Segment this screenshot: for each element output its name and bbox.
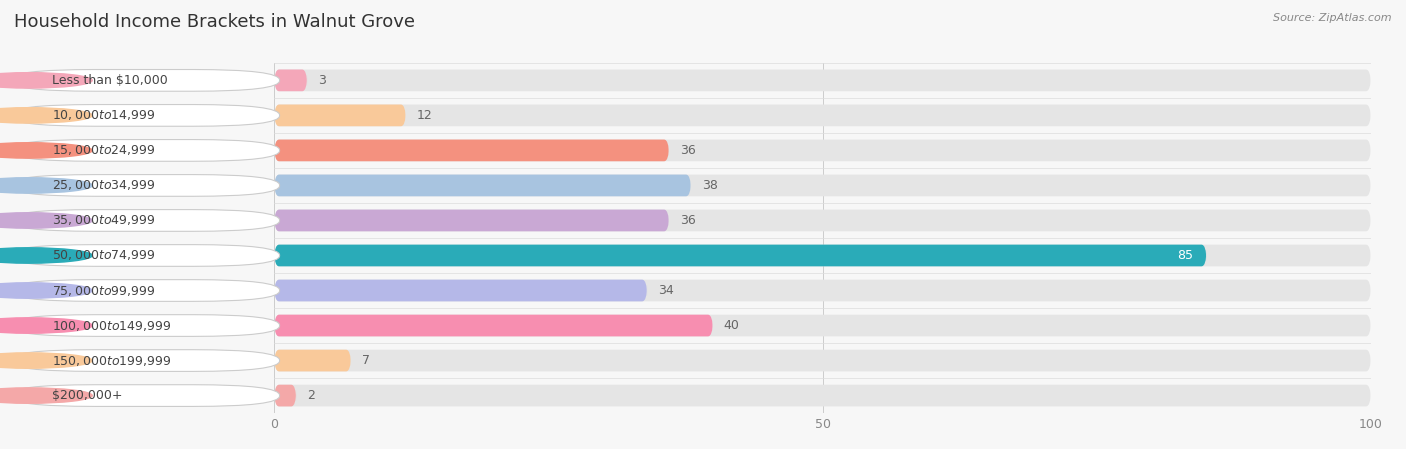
FancyBboxPatch shape	[8, 105, 280, 126]
FancyBboxPatch shape	[274, 350, 1371, 371]
Text: Source: ZipAtlas.com: Source: ZipAtlas.com	[1274, 13, 1392, 23]
Text: $25,000 to $34,999: $25,000 to $34,999	[52, 178, 156, 193]
Circle shape	[0, 108, 93, 123]
FancyBboxPatch shape	[274, 280, 1371, 301]
Text: $50,000 to $74,999: $50,000 to $74,999	[52, 248, 156, 263]
Circle shape	[0, 318, 93, 333]
Text: $35,000 to $49,999: $35,000 to $49,999	[52, 213, 156, 228]
Circle shape	[0, 178, 93, 193]
FancyBboxPatch shape	[274, 175, 1371, 196]
Text: Household Income Brackets in Walnut Grove: Household Income Brackets in Walnut Grov…	[14, 13, 415, 31]
FancyBboxPatch shape	[274, 210, 1371, 231]
FancyBboxPatch shape	[274, 70, 1371, 91]
FancyBboxPatch shape	[274, 175, 690, 196]
FancyBboxPatch shape	[274, 105, 406, 126]
FancyBboxPatch shape	[8, 350, 280, 371]
Text: $10,000 to $14,999: $10,000 to $14,999	[52, 108, 156, 123]
Circle shape	[0, 73, 93, 88]
Text: 34: 34	[658, 284, 673, 297]
FancyBboxPatch shape	[274, 245, 1371, 266]
FancyBboxPatch shape	[274, 245, 1206, 266]
FancyBboxPatch shape	[274, 315, 1371, 336]
Text: 36: 36	[681, 144, 696, 157]
FancyBboxPatch shape	[8, 70, 280, 91]
Text: $100,000 to $149,999: $100,000 to $149,999	[52, 318, 172, 333]
Text: 38: 38	[702, 179, 717, 192]
Text: 40: 40	[724, 319, 740, 332]
Text: $200,000+: $200,000+	[52, 389, 122, 402]
Text: 85: 85	[1177, 249, 1194, 262]
FancyBboxPatch shape	[274, 140, 669, 161]
FancyBboxPatch shape	[8, 280, 280, 301]
Circle shape	[0, 143, 93, 158]
Text: 2: 2	[307, 389, 315, 402]
Circle shape	[0, 388, 93, 403]
FancyBboxPatch shape	[274, 140, 1371, 161]
FancyBboxPatch shape	[8, 385, 280, 406]
FancyBboxPatch shape	[274, 385, 297, 406]
Circle shape	[0, 213, 93, 228]
FancyBboxPatch shape	[8, 140, 280, 161]
Text: $75,000 to $99,999: $75,000 to $99,999	[52, 283, 156, 298]
Text: 36: 36	[681, 214, 696, 227]
Circle shape	[0, 353, 93, 368]
FancyBboxPatch shape	[8, 245, 280, 266]
FancyBboxPatch shape	[274, 385, 1371, 406]
Text: 12: 12	[416, 109, 433, 122]
FancyBboxPatch shape	[274, 70, 307, 91]
FancyBboxPatch shape	[274, 105, 1371, 126]
Text: Less than $10,000: Less than $10,000	[52, 74, 167, 87]
FancyBboxPatch shape	[8, 210, 280, 231]
Circle shape	[0, 283, 93, 298]
FancyBboxPatch shape	[8, 315, 280, 336]
FancyBboxPatch shape	[274, 315, 713, 336]
Text: 7: 7	[361, 354, 370, 367]
FancyBboxPatch shape	[8, 175, 280, 196]
Text: 3: 3	[318, 74, 326, 87]
Circle shape	[0, 248, 93, 263]
Text: $150,000 to $199,999: $150,000 to $199,999	[52, 353, 172, 368]
FancyBboxPatch shape	[274, 280, 647, 301]
FancyBboxPatch shape	[274, 210, 669, 231]
FancyBboxPatch shape	[274, 350, 352, 371]
Text: $15,000 to $24,999: $15,000 to $24,999	[52, 143, 156, 158]
